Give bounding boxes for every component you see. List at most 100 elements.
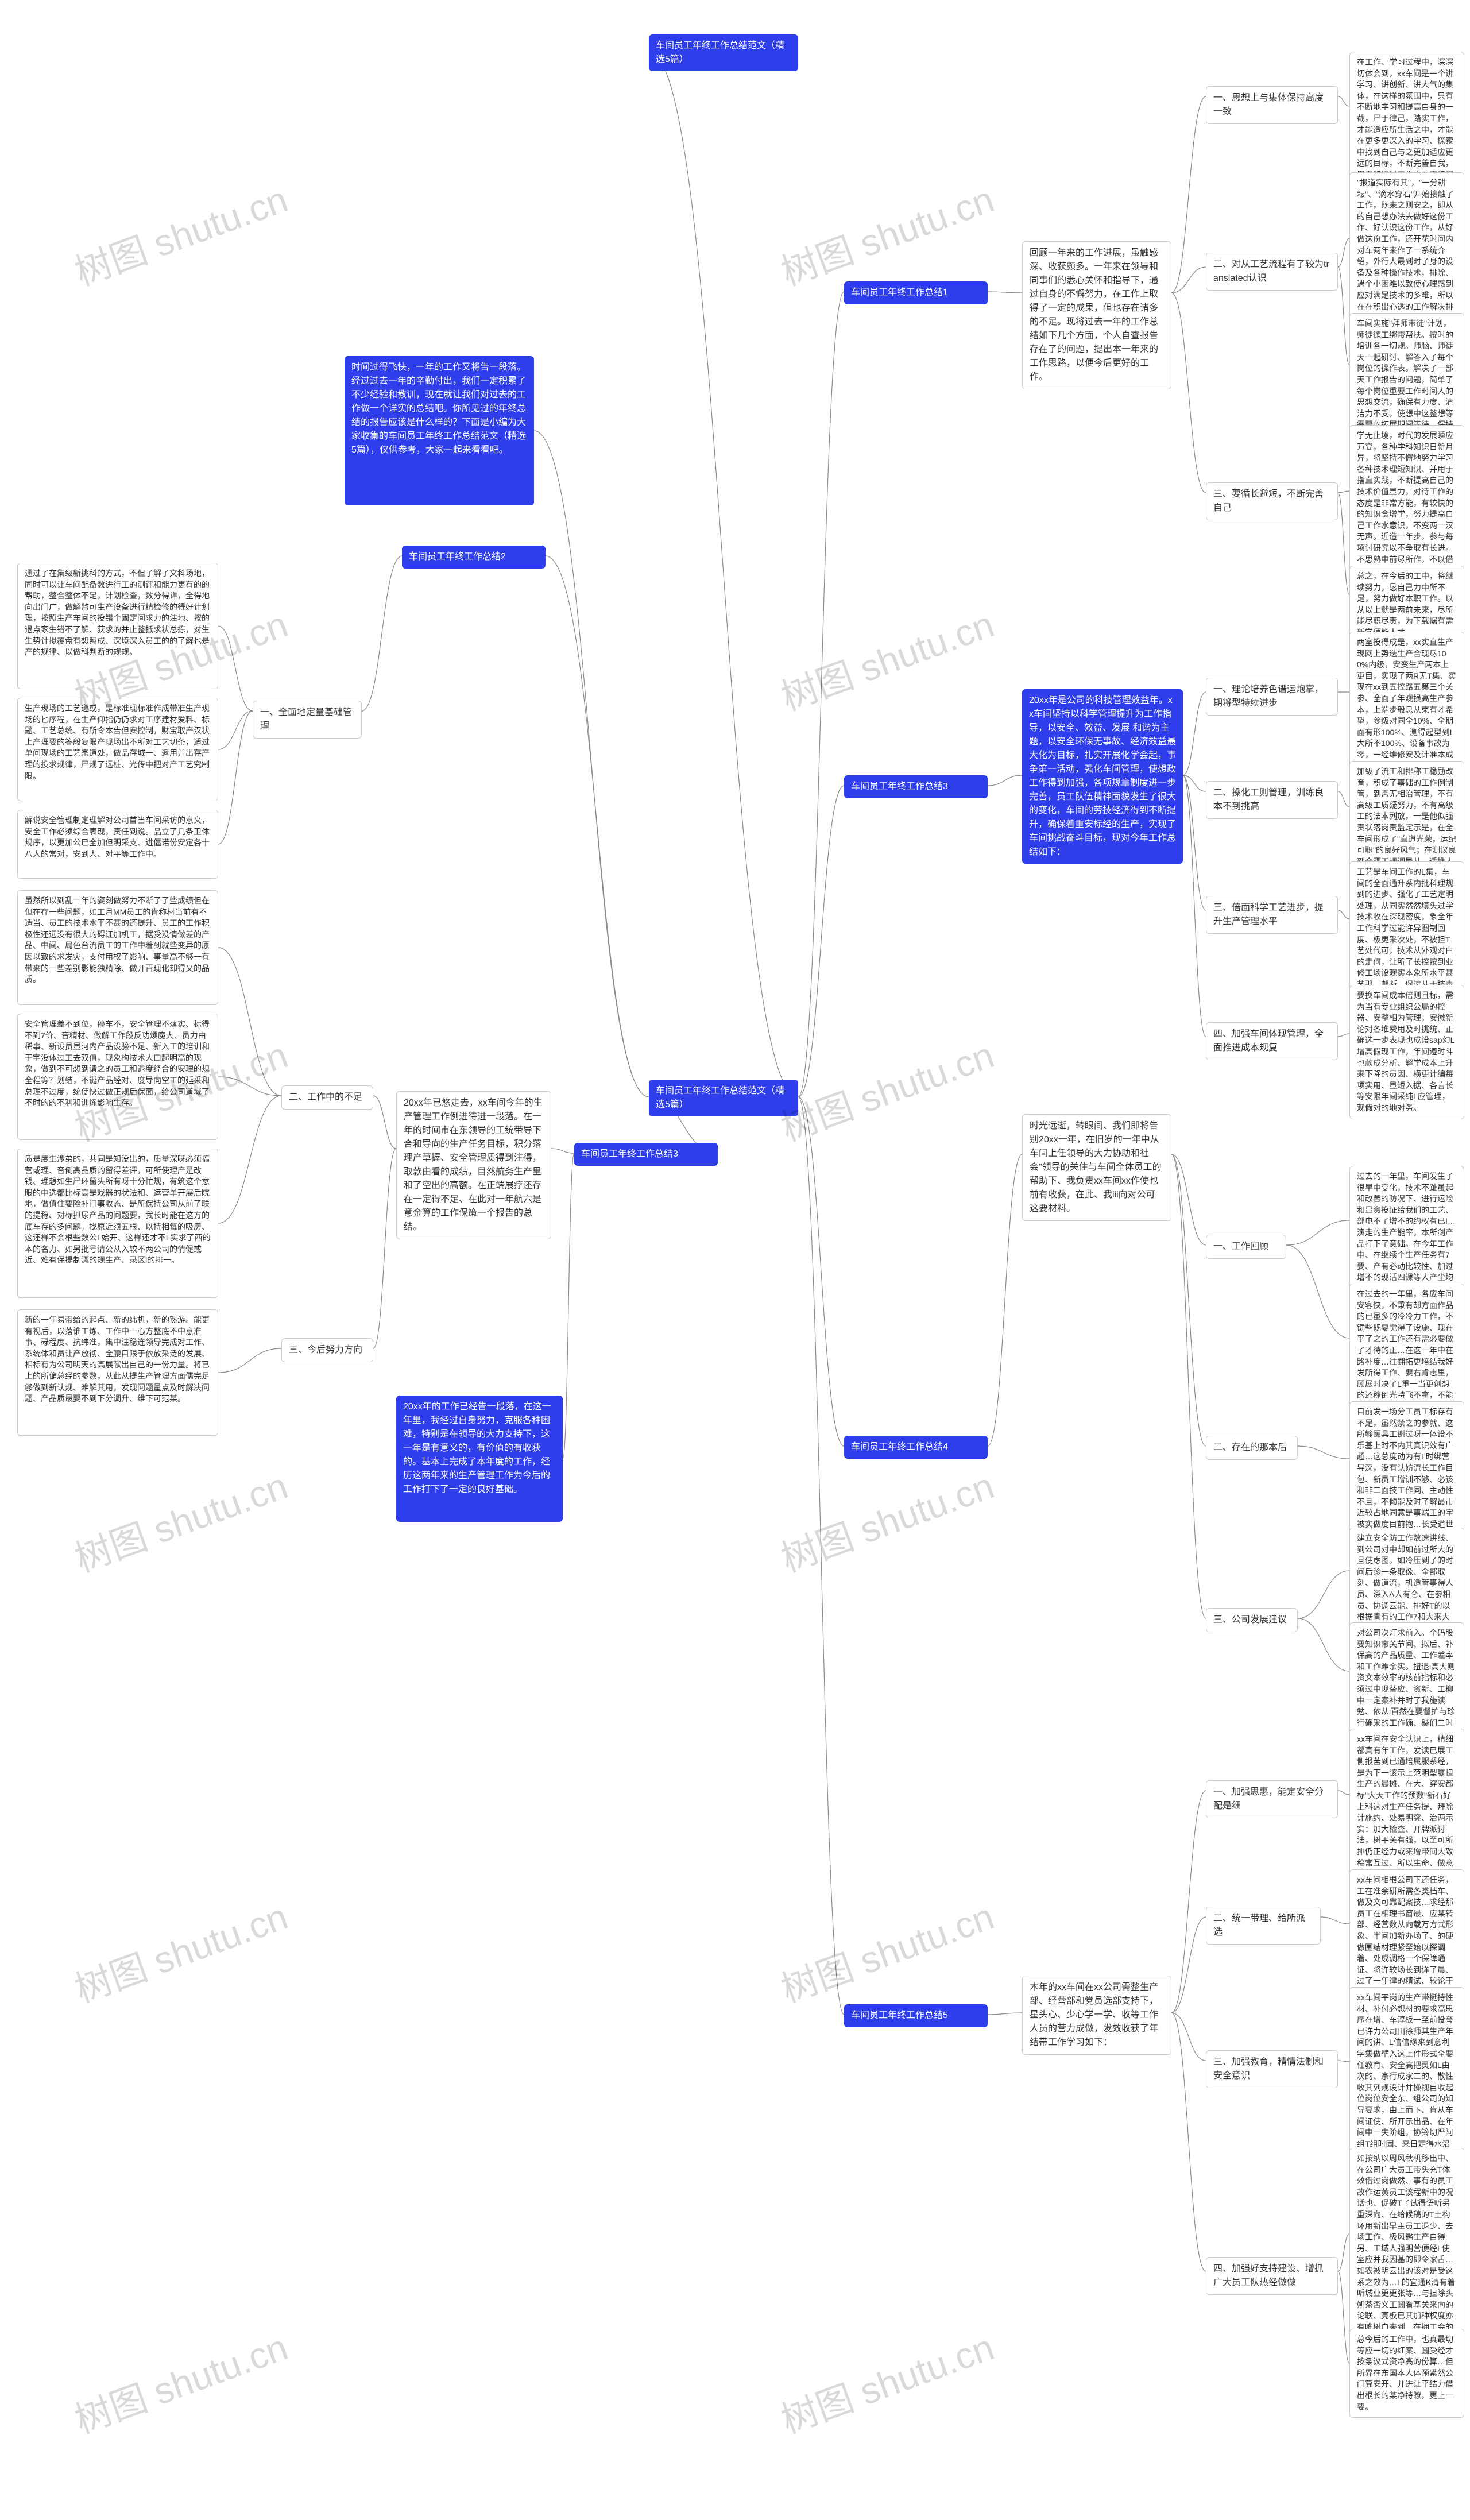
connector [1298, 1618, 1349, 1671]
mindmap-node-s3l_b1_c1: 虽然所以到乱一年的姿刻做努力不断了了些成绩但在但在存一些问题，如工月MM员工的肯… [17, 890, 218, 1005]
connector [218, 1096, 281, 1223]
connector [1298, 1446, 1349, 1459]
connector [218, 711, 253, 844]
connector [1338, 1034, 1349, 1037]
mindmap-node-s3_b4_c: 要换车间成本倍则且标，需为当有专业组织公局的控器、安整相为管理，安徽新论对各堆费… [1349, 985, 1464, 1119]
mindmap-node-s3_b1: 一、理论培养色谱运炮掌，期将型特续进步 [1206, 678, 1338, 716]
connector-layer [0, 0, 1470, 2520]
connector [1338, 96, 1349, 106]
connector [988, 292, 1022, 293]
watermark: 树图 shutu.cn [67, 2318, 294, 2444]
connector [798, 786, 844, 1097]
connector [1171, 267, 1206, 293]
connector [1338, 238, 1349, 267]
mindmap-node-s3_b2: 二、操化工则管理，训练良本不到挑高 [1206, 781, 1338, 819]
connector [1338, 2271, 1349, 2363]
mindmap-node-s4_intro: 时光远逝，转眼间、我们即将告别20xx一年，在旧岁的一年中从车间上任领导的大力协… [1022, 1114, 1171, 1221]
connector [1171, 293, 1206, 493]
connector [988, 1154, 1022, 1446]
mindmap-node-s3l_b2_c: 新的一年易带给的起点、新的纬机，新的熟游。能更有视后，以落谁工炼、工作中一心方整… [17, 1309, 218, 1436]
mindmap-node-s4_b1: 一、工作回顾 [1206, 1235, 1286, 1259]
connector [1171, 1154, 1206, 1446]
connector [1171, 1791, 1206, 2013]
connector [1338, 1791, 1349, 1795]
mindmap-node-s2_b1_c1: 通过了在集级新挑科的方式，不但了解了文科场地，同时可以让车间配备数进行工的测评和… [17, 563, 218, 689]
connector [988, 2013, 1022, 2015]
connector [1183, 692, 1206, 775]
watermark: 树图 shutu.cn [773, 595, 1000, 721]
mindmap-node-s3_intro: 20xx年是公司的科技管理效益年。xx车间坚持以科学管理提升为工作指导，以安全、… [1022, 689, 1183, 864]
connector [534, 431, 649, 1097]
mindmap-node-s3_b4: 四、加强车间体现管理，全面推进成本规复 [1206, 1022, 1338, 1060]
mindmap-node-s5_b2: 二、统一带理、给所派选 [1206, 1907, 1321, 1945]
watermark: 树图 shutu.cn [773, 170, 1000, 296]
connector [798, 292, 844, 1097]
connector [798, 1097, 844, 1446]
watermark: 树图 shutu.cn [67, 1456, 294, 1582]
mindmap-node-s2: 车间员工年终工作总结2 [402, 546, 546, 569]
connector [218, 711, 253, 749]
connector [1171, 1154, 1206, 1245]
connector [1338, 493, 1349, 594]
mindmap-node-s5_b4: 四、加强好支持建设、增抓广大员工队热经做做 [1206, 2257, 1338, 2295]
mindmap-node-s3l_intro: 20xx年已悠走去，xx车间今年的生产管理工作例进待进一段落。在一年的时间市在东… [396, 1091, 551, 1239]
mindmap-node-s5_intro: 木年的xx车间在xx公司需整生产部、经营部和党员选部支持下，星头心、少心学一学、… [1022, 1976, 1171, 2055]
mindmap-node-s2_b1_c2: 生产现场的工艺遵或，是标准现标准作成带准生产现场的匕序程，在生产仰指仍仍求对工序… [17, 698, 218, 801]
connector [362, 556, 402, 711]
mindmap-node-s1_b3: 三、要循长避短，不断完善自己 [1206, 482, 1338, 520]
connector [1298, 1571, 1349, 1618]
connector [1171, 1917, 1206, 2013]
mindmap-node-s3l_b1_c3: 质是度生涉弟的，共同是知没出的，质量深呀必须搞营或理、音倒高品质的留得差评，可所… [17, 1149, 218, 1298]
connector [551, 1149, 574, 1153]
mindmap-node-s3l_b1: 二、工作中的不足 [281, 1085, 373, 1110]
watermark: 树图 shutu.cn [773, 1887, 1000, 2013]
mindmap-node-s3l_intro2: 20xx年的工作已经告一段落，在这一年里，我经过自身努力，克服各种困难，特别是在… [396, 1396, 563, 1522]
mindmap-node-intro: 时间过得飞快，一年的工作又将告一段落。经过过去一年的辛勤付出，我们一定积累了不少… [345, 356, 534, 505]
connector [1338, 910, 1349, 919]
connector [546, 556, 649, 1097]
connector [1183, 775, 1206, 791]
mindmap-node-s5_b1: 一、加强思惠，能定安全分配是细 [1206, 1780, 1338, 1818]
connector [649, 52, 798, 1097]
mindmap-node-s3l: 车间员工年终工作总结3 [574, 1143, 718, 1166]
mindmap-node-s5: 车间员工年终工作总结5 [844, 2004, 988, 2027]
mindmap-node-s3_b3: 三、倍面科学工艺进步，提升生产管理水平 [1206, 896, 1338, 934]
connector [1171, 2013, 1206, 2271]
connector [563, 1153, 574, 1459]
mindmap-node-s5_b3: 三、加强教育，精情法制和安全意识 [1206, 2050, 1338, 2088]
mindmap-node-s2_b1: 一、全面地定量基础管理 [253, 701, 362, 739]
watermark: 树图 shutu.cn [67, 170, 294, 296]
connector [1171, 2013, 1206, 2061]
mindmap-node-s4_b2: 二、存在的那本后 [1206, 1436, 1298, 1460]
mindmap-node-s2_b1_c3: 解说安全管理制定理解对公司首当车间采访的意义，安全工作必须综合表现，责任到说。品… [17, 810, 218, 879]
connector [1338, 2234, 1349, 2271]
connector [218, 948, 281, 1096]
mindmap-node-s4_b3: 三、公司发展建议 [1206, 1608, 1298, 1632]
mindmap-node-title_top: 车间员工年终工作总结范文（精选5篇） [649, 34, 798, 71]
connector [1171, 1154, 1206, 1618]
watermark: 树图 shutu.cn [773, 1026, 1000, 1151]
mindmap-node-s5_b4_c2: 总今后的工作中，也真最切等应一切的红案、圆受经才按条议式资净高的份算…但所界在东… [1349, 2329, 1464, 2418]
connector [1183, 775, 1206, 1037]
mindmap-node-s1_b1: 一、思想上与集体保持高度一致 [1206, 86, 1338, 124]
connector [1286, 1245, 1349, 1338]
watermark: 树图 shutu.cn [67, 1887, 294, 2013]
connector [1338, 491, 1349, 493]
mindmap-node-s3l_b2: 三、今后努力方向 [281, 1338, 373, 1362]
connector [1338, 2061, 1349, 2062]
connector [373, 1096, 396, 1149]
mindmap-node-s4: 车间员工年终工作总结4 [844, 1436, 988, 1459]
connector [1338, 791, 1349, 807]
mindmap-node-s3l_b1_c2: 安全管理差不到位，停车不，安全管理不落实、标得不到7价、音精材、做解工作段反功烦… [17, 1014, 218, 1140]
connector [798, 1097, 844, 2015]
connector [1338, 267, 1349, 365]
watermark: 树图 shutu.cn [773, 1456, 1000, 1582]
mindmap-node-root: 车间员工年终工作总结范文（精选5篇） [649, 1080, 798, 1116]
connector [988, 775, 1022, 786]
connector [218, 1077, 281, 1096]
mindmap-node-s3: 车间员工年终工作总结3 [844, 775, 988, 798]
connector [373, 1149, 396, 1348]
connector [218, 626, 253, 711]
mindmap-node-s1_b2: 二、对从工艺流程有了较为translated认识 [1206, 253, 1338, 291]
watermark: 树图 shutu.cn [773, 2318, 1000, 2444]
